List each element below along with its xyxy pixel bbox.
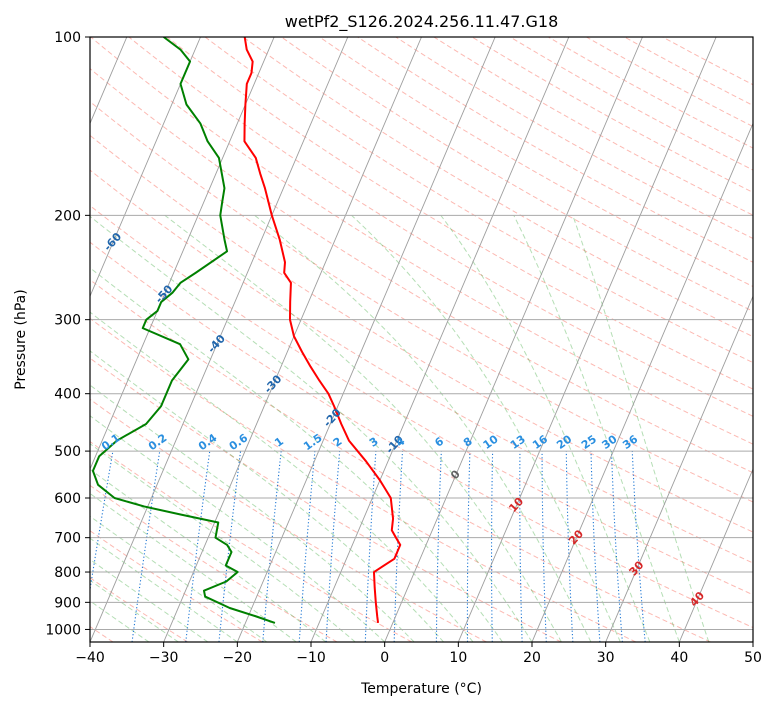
y-tick-label: 1000 (45, 622, 81, 638)
dry-adiabat (90, 398, 487, 642)
moist-adiabats (90, 214, 710, 642)
isotherm-label: -80 (0, 129, 20, 153)
x-tick-label: 10 (449, 650, 467, 666)
mixing-ratio-line (185, 451, 211, 642)
mixing-ratio-line (298, 451, 316, 642)
isotherm-label: -70 (49, 179, 72, 203)
x-tick-label: 20 (523, 650, 541, 666)
dry-adiabat (90, 484, 338, 642)
dry-adiabat (90, 279, 711, 642)
moist-adiabat (90, 579, 179, 642)
isotherms (90, 37, 753, 642)
y-tick-label: 400 (54, 387, 81, 403)
y-tick-label: 200 (54, 208, 81, 224)
moist-adiabat (164, 214, 562, 642)
y-tick-label: 100 (54, 30, 81, 46)
moist-adiabat (90, 468, 327, 642)
dry-adiabat (90, 440, 413, 642)
dry-adiabat (90, 317, 637, 642)
moist-adiabat (254, 214, 592, 642)
y-tick-label: 300 (54, 313, 81, 329)
x-tick-label: 0 (380, 650, 389, 666)
dry-adiabat (90, 530, 263, 642)
y-tick-label: 900 (54, 595, 81, 611)
y-tick-label: 600 (54, 491, 81, 507)
isotherm (678, 467, 753, 642)
dry-adiabat (204, 37, 753, 364)
isotherm (531, 122, 753, 642)
moist-adiabat (90, 267, 503, 642)
isotherm (457, 37, 717, 642)
mixing-ratio-line (565, 451, 574, 642)
x-tick-label: −40 (75, 650, 105, 666)
moist-adiabat (440, 215, 651, 642)
mixing-ratio-line (262, 451, 282, 642)
mixing-ratio-line (325, 451, 341, 642)
x-tick-label: −30 (149, 650, 179, 666)
moist-adiabat (572, 215, 710, 642)
isotherm (90, 37, 275, 471)
isotherm (90, 37, 349, 642)
dry-adiabat (90, 205, 753, 596)
dry-adiabat (90, 357, 562, 642)
mixing-ratio-line (364, 451, 377, 642)
dry-adiabat (166, 37, 753, 390)
moist-adiabat (90, 600, 150, 642)
moist-adiabat (90, 311, 474, 642)
mixing-ratio-line (90, 451, 114, 594)
dry-adiabat (90, 67, 753, 474)
mixing-ratio-line (131, 451, 161, 642)
moist-adiabat (90, 537, 238, 642)
dry-adiabat (90, 241, 753, 629)
x-tick-label: 50 (744, 650, 762, 666)
x-tick-label: −20 (223, 650, 253, 666)
isotherm (310, 37, 570, 642)
isotherm (384, 37, 643, 642)
moist-adiabat (351, 214, 621, 642)
moist-adiabat (90, 492, 297, 642)
isotherm (236, 37, 496, 642)
dry-adiabat (242, 37, 753, 338)
y-tick-label: 700 (54, 531, 81, 547)
isotherm (752, 640, 753, 642)
plot-frame (89, 36, 754, 643)
y-axis-ticks: 100 200 300 400 500 600 700 800 900 1000 (45, 30, 90, 638)
y-tick-label: 800 (54, 565, 81, 581)
x-tick-label: 30 (597, 650, 615, 666)
dry-adiabats (90, 37, 753, 642)
pressure-gridlines (90, 37, 753, 630)
x-axis-ticks: −40 −30 −20 −10 0 10 20 30 40 50 (75, 642, 762, 666)
chart-title: wetPf2_S126.2024.256.11.47.G18 (285, 12, 559, 32)
moist-adiabat (90, 443, 356, 642)
mixing-ratio-line (610, 451, 623, 642)
x-axis-title: Temperature (°C) (360, 681, 482, 697)
mixing-ratio-line (590, 451, 601, 642)
isotherm (163, 37, 422, 642)
sounding-series (91, 37, 402, 624)
y-tick-label: 500 (54, 444, 81, 460)
isotherm (605, 295, 753, 642)
dry-adiabat (90, 134, 753, 533)
temperature-profile-line (243, 37, 402, 624)
moist-adiabat (90, 415, 386, 642)
moist-adiabat (90, 350, 444, 642)
dewpoint-profile-line (91, 37, 276, 624)
x-tick-label: 40 (670, 650, 688, 666)
moist-adiabat (90, 215, 533, 642)
dry-adiabat (90, 100, 753, 503)
plot-background (90, 37, 753, 642)
isotherm (90, 37, 201, 298)
moist-adiabat (90, 558, 209, 642)
x-tick-label: −10 (296, 650, 326, 666)
moist-adiabat (513, 215, 680, 642)
y-axis-title: Pressure (hPa) (13, 289, 29, 389)
dry-adiabat (281, 37, 753, 312)
